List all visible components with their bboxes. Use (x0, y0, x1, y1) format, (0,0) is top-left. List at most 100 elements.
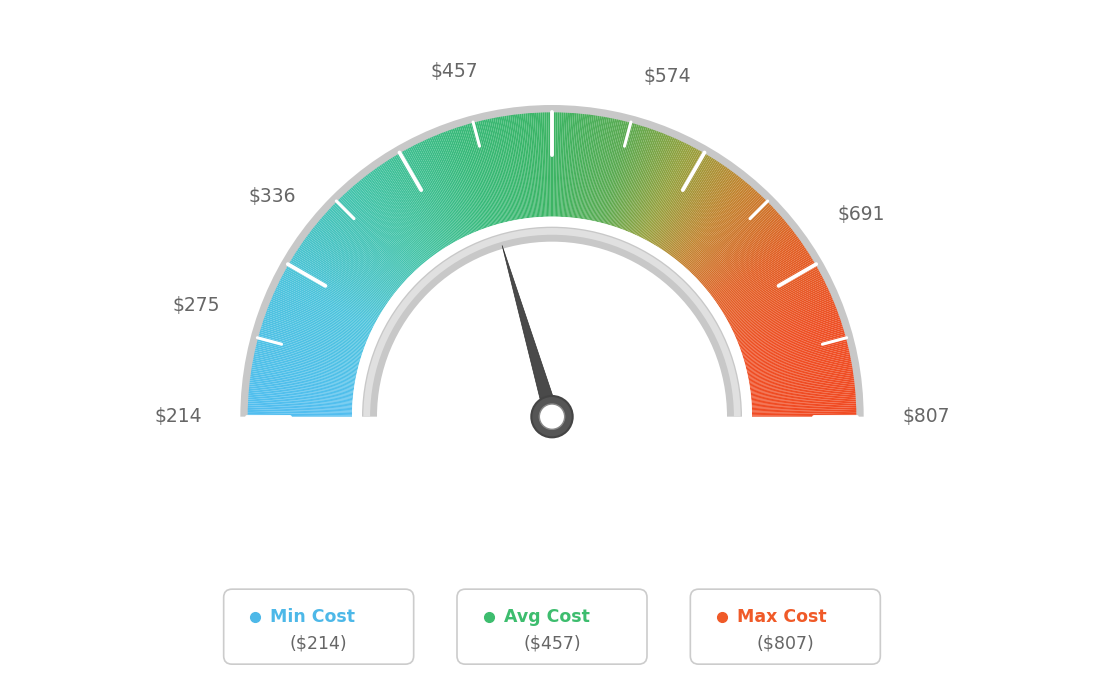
Wedge shape (246, 400, 352, 406)
Wedge shape (305, 233, 392, 298)
Wedge shape (679, 179, 747, 263)
Wedge shape (709, 227, 794, 294)
Wedge shape (265, 306, 365, 346)
Wedge shape (678, 178, 746, 262)
Wedge shape (533, 110, 541, 217)
Wedge shape (675, 175, 742, 259)
Wedge shape (747, 353, 852, 377)
Wedge shape (750, 367, 854, 386)
Wedge shape (683, 186, 755, 266)
Wedge shape (362, 227, 742, 417)
Wedge shape (299, 241, 388, 303)
Wedge shape (277, 279, 373, 328)
Wedge shape (749, 357, 853, 380)
Wedge shape (741, 317, 842, 353)
Wedge shape (463, 123, 495, 226)
Wedge shape (295, 248, 385, 307)
Wedge shape (285, 264, 379, 318)
Wedge shape (618, 128, 656, 228)
Wedge shape (529, 110, 538, 217)
Wedge shape (714, 237, 802, 300)
FancyBboxPatch shape (690, 589, 880, 664)
Wedge shape (518, 112, 531, 218)
Wedge shape (290, 255, 382, 313)
Wedge shape (268, 298, 368, 341)
Text: ($457): ($457) (523, 634, 581, 652)
Wedge shape (701, 213, 782, 284)
Wedge shape (742, 320, 843, 355)
Wedge shape (373, 166, 436, 254)
Wedge shape (312, 224, 396, 292)
Wedge shape (269, 297, 368, 339)
Wedge shape (394, 152, 450, 245)
Wedge shape (311, 226, 395, 293)
Wedge shape (615, 126, 650, 227)
Wedge shape (516, 112, 530, 218)
Wedge shape (752, 397, 858, 405)
Wedge shape (747, 348, 851, 373)
Wedge shape (325, 210, 404, 282)
Wedge shape (422, 139, 468, 236)
Wedge shape (655, 154, 711, 246)
Wedge shape (256, 335, 359, 364)
Wedge shape (735, 295, 835, 338)
Wedge shape (733, 286, 830, 333)
Wedge shape (747, 352, 852, 375)
Wedge shape (631, 135, 676, 234)
Wedge shape (257, 329, 360, 361)
Wedge shape (752, 405, 859, 411)
Wedge shape (440, 130, 480, 230)
Wedge shape (735, 293, 834, 337)
Text: $275: $275 (172, 296, 220, 315)
Wedge shape (687, 189, 760, 269)
Wedge shape (446, 128, 485, 229)
Wedge shape (245, 413, 352, 415)
Wedge shape (326, 208, 405, 282)
Wedge shape (479, 118, 506, 222)
Wedge shape (259, 322, 362, 356)
Wedge shape (343, 190, 417, 270)
Wedge shape (667, 165, 729, 253)
Wedge shape (746, 346, 851, 372)
Wedge shape (265, 307, 365, 346)
Wedge shape (443, 130, 481, 230)
Wedge shape (323, 211, 404, 284)
Wedge shape (745, 337, 849, 366)
Wedge shape (537, 110, 543, 217)
Wedge shape (267, 300, 367, 342)
Wedge shape (752, 393, 858, 403)
Wedge shape (630, 135, 673, 233)
Wedge shape (728, 269, 821, 322)
Wedge shape (246, 390, 353, 400)
Wedge shape (636, 139, 682, 236)
Wedge shape (742, 318, 843, 354)
Wedge shape (401, 149, 455, 243)
Wedge shape (414, 141, 464, 238)
Wedge shape (478, 119, 505, 223)
Wedge shape (688, 192, 762, 271)
Wedge shape (310, 227, 395, 294)
Wedge shape (272, 291, 370, 336)
Wedge shape (485, 117, 510, 221)
Wedge shape (344, 189, 417, 269)
Wedge shape (576, 112, 591, 218)
Wedge shape (723, 257, 815, 314)
Wedge shape (625, 131, 665, 230)
Wedge shape (247, 378, 353, 393)
Wedge shape (347, 188, 418, 268)
Wedge shape (542, 110, 546, 217)
Wedge shape (707, 223, 790, 291)
Wedge shape (368, 171, 433, 257)
Wedge shape (282, 270, 376, 322)
Wedge shape (720, 250, 811, 310)
Wedge shape (276, 281, 373, 329)
Wedge shape (751, 384, 857, 397)
Wedge shape (628, 133, 670, 232)
Wedge shape (393, 154, 449, 246)
Wedge shape (672, 172, 739, 258)
Wedge shape (251, 357, 355, 380)
Wedge shape (569, 111, 578, 217)
Wedge shape (484, 117, 508, 221)
Wedge shape (333, 200, 411, 276)
Text: Min Cost: Min Cost (270, 608, 355, 626)
